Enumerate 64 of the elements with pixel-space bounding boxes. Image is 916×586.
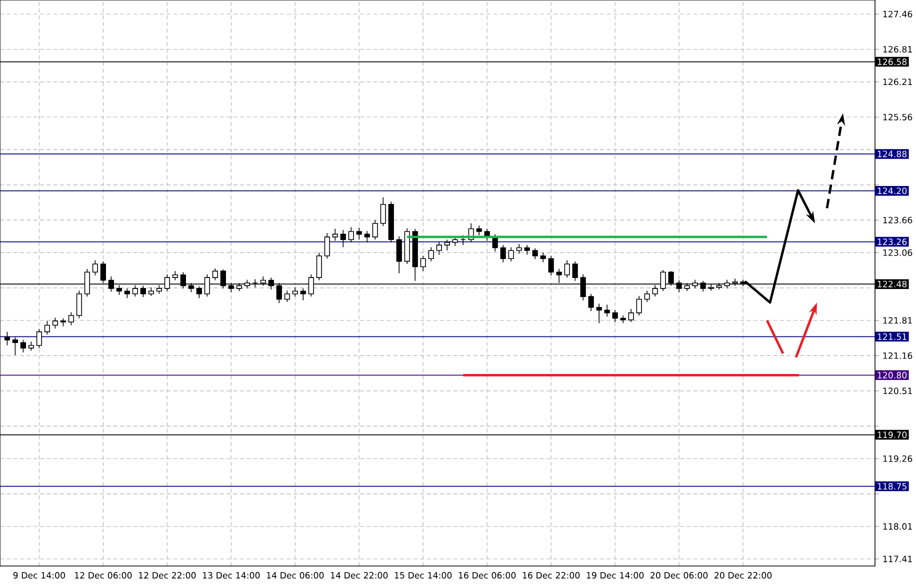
y-tick-label: 125.56 (883, 114, 912, 120)
candlestick (292, 286, 298, 297)
candlestick (620, 315, 626, 324)
x-tick-label: 12 Dec 22:00 (138, 572, 196, 579)
candlestick (364, 230, 370, 243)
x-tick-label: 15 Dec 14:00 (394, 572, 452, 579)
candlestick (516, 244, 522, 254)
candlestick (324, 232, 330, 259)
y-tick-label: 117.41 (883, 556, 912, 562)
x-tick-label: 13 Dec 14:00 (202, 572, 260, 579)
candlestick (476, 225, 482, 236)
x-tick-label: 16 Dec 06:00 (458, 572, 516, 579)
candlestick (636, 296, 642, 316)
ref-line-label: 124.88 (878, 150, 907, 158)
y-tick-label: 120.51 (883, 388, 912, 394)
candlestick (316, 252, 322, 281)
ref-line-label: 123.26 (878, 238, 907, 246)
candlestick (372, 220, 378, 240)
candlestick (596, 303, 602, 324)
ref-line-label: 121.51 (878, 333, 906, 340)
x-tick-label: 12 Dec 06:00 (74, 572, 132, 579)
y-tick-label: 123.66 (883, 216, 912, 224)
candlestick (428, 246, 434, 262)
y-tick-label: 126.21 (883, 78, 912, 86)
x-tick-label: 19 Dec 14:00 (586, 572, 644, 579)
candlestick (644, 290, 650, 302)
ref-line-label: 122.48 (878, 280, 907, 288)
ref-line-label: 118.75 (878, 483, 906, 490)
x-tick-label: 16 Dec 22:00 (522, 572, 580, 579)
x-tick-label: 9 Dec 14:00 (13, 572, 65, 579)
y-tick-label: 121.16 (883, 352, 912, 359)
candlestick (340, 229, 346, 248)
candlestick (500, 244, 506, 263)
candlestick (508, 246, 514, 262)
candlestick (348, 226, 354, 243)
candlestick (540, 252, 546, 263)
candlestick (356, 227, 362, 240)
ref-line-label: 126.58 (878, 58, 907, 66)
candlestick (284, 290, 290, 302)
y-tick-label: 123.06 (883, 249, 912, 256)
ref-line-label: 120.80 (878, 372, 907, 378)
y-tick-label: 119.26 (883, 455, 912, 462)
y-tick-label: 118.01 (883, 523, 912, 530)
candlestick (564, 260, 570, 278)
candlestick (524, 244, 530, 256)
y-tick-label: 121.81 (883, 317, 912, 324)
ref-line-label: 119.70 (878, 432, 907, 438)
candlestick (604, 304, 610, 318)
y-tick-label: 127.46 (883, 10, 912, 18)
candlestick (628, 308, 634, 322)
candlestick (444, 239, 450, 251)
candlestick (380, 196, 386, 226)
candlestick (436, 241, 442, 256)
candlestick (612, 310, 618, 322)
x-tick-label: 20 Dec 22:00 (714, 572, 772, 579)
x-tick-label: 20 Dec 06:00 (650, 572, 708, 579)
candlestick (404, 228, 410, 264)
x-tick-label: 14 Dec 06:00 (266, 572, 324, 579)
y-tick-label: 126.81 (883, 46, 912, 53)
candlestick (332, 228, 338, 242)
x-tick-label: 14 Dec 22:00 (330, 572, 388, 579)
candlestick (388, 201, 394, 243)
candlestick (396, 236, 402, 274)
ref-line-label: 124.20 (878, 188, 907, 194)
